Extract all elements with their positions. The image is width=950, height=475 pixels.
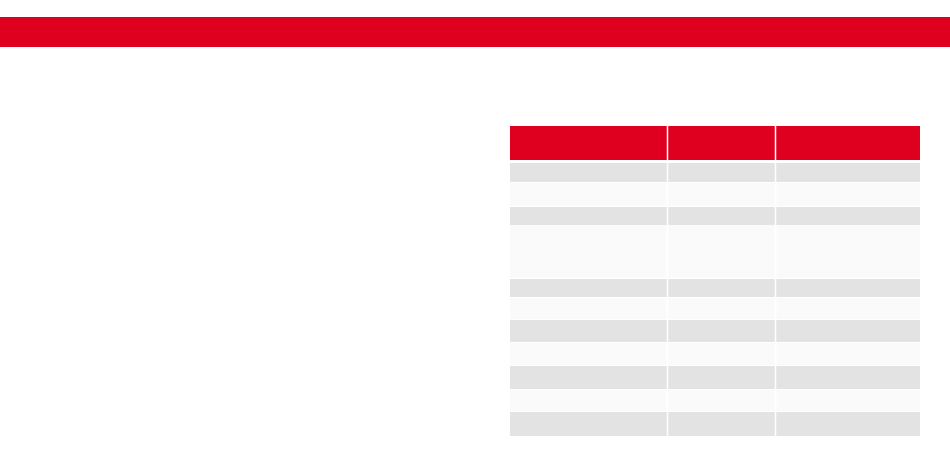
table [510, 126, 920, 436]
table-row [510, 343, 920, 365]
top-banner [0, 17, 950, 47]
table-row [510, 163, 920, 182]
table-row [510, 225, 920, 278]
table-row [510, 207, 920, 225]
table-row [510, 366, 920, 389]
table-row [510, 412, 920, 436]
table-row [510, 279, 920, 297]
table-row [510, 390, 920, 411]
table-row [510, 320, 920, 342]
table-row [510, 183, 920, 206]
table-row [510, 298, 920, 319]
table-header [510, 126, 920, 160]
